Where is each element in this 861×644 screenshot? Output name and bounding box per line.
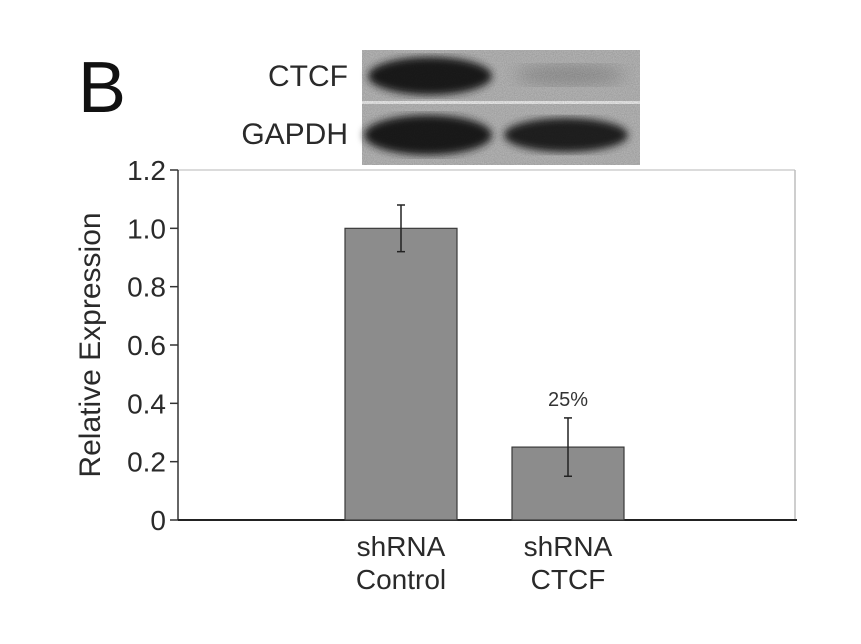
data-label: 25% [548, 389, 588, 411]
bars: 25% [344, 204, 625, 521]
blot-label-ctcf: CTCF [268, 60, 348, 93]
y-tick-label: 1.0 [127, 213, 166, 244]
blot-label-gapdh: GAPDH [241, 118, 348, 151]
x-category-label: shRNA [357, 531, 446, 562]
y-tick-label: 1.2 [127, 155, 166, 186]
y-tick-label: 0.2 [127, 447, 166, 478]
western-blot: CTCF GAPDH [241, 50, 640, 165]
y-tick-label: 0.8 [127, 272, 166, 303]
y-tick-label: 0.6 [127, 330, 166, 361]
y-tick-label: 0.4 [127, 388, 166, 419]
panel-label: B [78, 48, 126, 128]
x-category-label: shRNA [524, 531, 613, 562]
y-axis-label: Relative Expression [74, 212, 107, 477]
y-tick-label: 0 [150, 505, 166, 536]
x-category-label: CTCF [531, 564, 606, 595]
blot-grain [362, 50, 640, 165]
bar [344, 227, 458, 521]
x-category-label: Control [356, 564, 446, 595]
y-axis-ticks: 0 0.2 0.4 0.6 0.8 1.0 1.2 [127, 155, 178, 536]
plot-area [177, 169, 797, 521]
